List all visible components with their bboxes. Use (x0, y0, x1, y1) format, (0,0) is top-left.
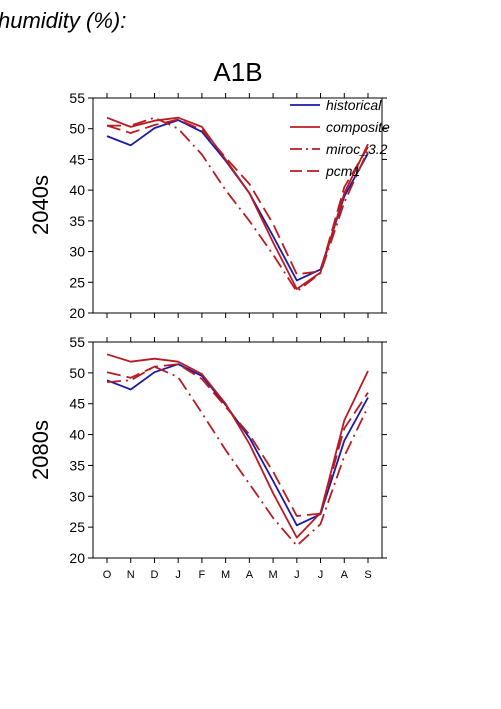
legend-label: composite (326, 119, 390, 135)
legend-label: pcm1 (325, 163, 360, 179)
y-tick-label: 35 (69, 213, 85, 229)
x-tick-label: N (127, 569, 135, 581)
legend-label: historical (326, 97, 382, 113)
row-label: 2040s (28, 175, 53, 235)
series-line-pcm1 (106, 363, 369, 517)
y-tick-label: 20 (69, 305, 85, 321)
panel-2080s: 20 25 30 35 40 45 50 55 O N D J F M A M J J A S 2080s (28, 334, 387, 581)
x-tick-label: D (150, 569, 158, 581)
y-tick-label: 35 (69, 457, 85, 473)
y-tick-label: 25 (69, 274, 85, 290)
series-line-pcm1 (106, 118, 369, 276)
x-tick-label: J (318, 569, 324, 581)
y-tick-label: 40 (69, 182, 85, 198)
y-tick-label: 55 (69, 90, 85, 106)
series-line-miroc_3.2 (107, 116, 369, 293)
legend: historical composite miroc_3.2 pcm1 (290, 97, 390, 179)
y-tick-label: 40 (69, 427, 85, 443)
series-line-miroc_3.2 (106, 365, 369, 547)
header-text: humidity (%): (0, 8, 126, 33)
y-tick-label: 50 (69, 121, 85, 137)
plot-frame (92, 97, 383, 314)
legend-label: miroc_3.2 (326, 141, 388, 157)
y-tick-label: 30 (69, 488, 85, 504)
scenario-title: A1B (213, 57, 262, 87)
x-tick-label: J (294, 569, 300, 581)
y-tick-label: 25 (69, 519, 85, 535)
y-tick-label: 50 (69, 365, 85, 381)
y-tick-label: 45 (69, 396, 85, 412)
x-tick-label: M (221, 569, 230, 581)
x-tick-label: F (199, 569, 206, 581)
series-line-composite (106, 353, 369, 539)
chart-panels: 20 25 30 35 40 45 50 55 2040s 20 25 30 35 40 45 50 55 O N D… (28, 90, 387, 581)
x-tick-label: A (341, 569, 349, 581)
x-tick-label: A (246, 569, 254, 581)
x-tick-label: J (175, 569, 181, 581)
plot-frame (92, 341, 383, 559)
x-tick-label: M (269, 569, 278, 581)
x-tick-label: O (103, 569, 112, 581)
y-tick-label: 30 (69, 244, 85, 260)
y-tick-label: 55 (69, 334, 85, 350)
panel-2040s: 20 25 30 35 40 45 50 55 2040s (28, 90, 387, 321)
x-tick-label: S (364, 569, 371, 581)
y-tick-label: 45 (69, 151, 85, 167)
row-label: 2080s (28, 420, 53, 480)
y-tick-label: 20 (69, 550, 85, 566)
